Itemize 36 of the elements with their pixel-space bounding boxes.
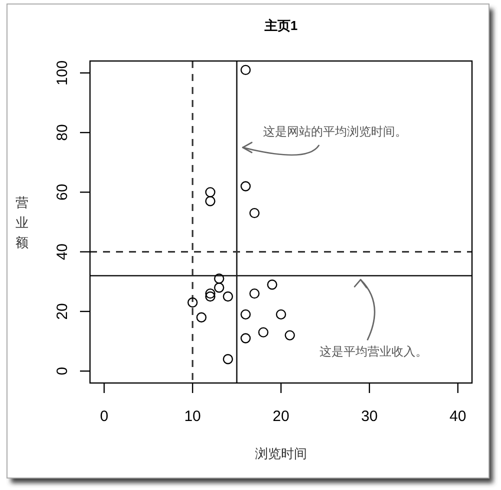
y-tick-label: 100 — [54, 60, 71, 86]
point — [205, 196, 216, 206]
y-tick-label: 80 — [54, 124, 71, 141]
point — [240, 309, 251, 320]
point — [240, 64, 251, 76]
point — [240, 181, 251, 192]
point — [205, 187, 216, 198]
x-tick-label: 0 — [100, 408, 108, 425]
point — [258, 327, 268, 338]
point — [205, 291, 216, 302]
point — [249, 288, 260, 299]
y-tick-label: 0 — [54, 366, 71, 376]
point — [196, 312, 207, 323]
point — [222, 291, 234, 302]
x-tick-label: 20 — [272, 408, 290, 425]
y-tick-label: 40 — [54, 243, 71, 260]
chart-title: 主页1 — [263, 18, 298, 33]
point — [284, 330, 295, 340]
point — [240, 333, 251, 344]
x-axis-title: 浏览时间 — [255, 446, 307, 461]
x-tick-label: 10 — [184, 408, 201, 425]
x-tick-label: 30 — [361, 408, 378, 425]
annotation: 这是网站的平均浏览时间。 — [262, 124, 407, 138]
y-axis-title: 营业额 — [16, 195, 28, 250]
y-tick-label: 60 — [54, 184, 71, 201]
point — [187, 297, 198, 308]
annotation: 这是平均营业收入。 — [320, 344, 428, 359]
point — [276, 309, 286, 320]
point — [222, 354, 234, 364]
point — [205, 288, 216, 299]
point — [214, 274, 224, 284]
point — [249, 208, 260, 218]
point — [214, 282, 224, 293]
y-tick-label: 20 — [54, 303, 71, 320]
point — [267, 280, 278, 290]
x-tick-label: 40 — [450, 408, 466, 425]
